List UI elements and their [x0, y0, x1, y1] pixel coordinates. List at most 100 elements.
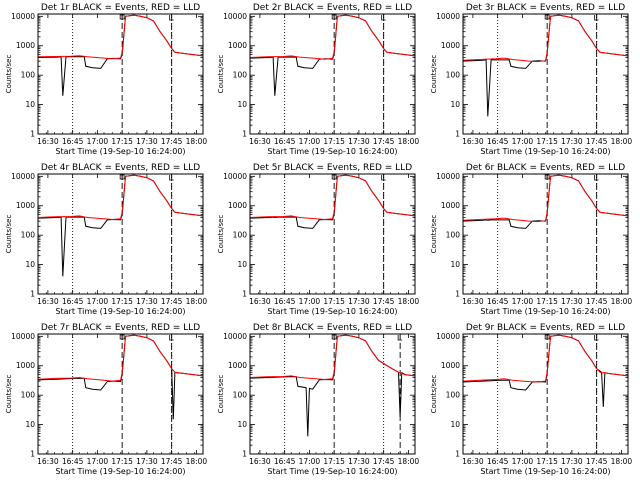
chart-title: Det 2r BLACK = Events, RED = LLD	[253, 3, 412, 13]
series-events-line	[38, 14, 203, 96]
x-tick-label: 18:00	[186, 297, 208, 306]
marker-bracket	[594, 175, 599, 181]
y-tick-label: 10	[450, 100, 460, 109]
series-events-line	[250, 174, 415, 229]
marker-square	[331, 334, 337, 340]
x-axis-label: Start Time (19-Sep-10 16:24:00)	[480, 147, 610, 156]
y-tick-label: 100	[21, 231, 36, 240]
chart-title: Det 6r BLACK = Events, RED = LLD	[466, 163, 625, 173]
x-axis-label: Start Time (19-Sep-10 16:24:00)	[480, 467, 610, 476]
x-axis-label: Start Time (19-Sep-10 16:24:00)	[55, 307, 185, 316]
y-tick-label: 1	[242, 130, 247, 139]
y-tick-label: 100	[446, 71, 461, 80]
series-lld-line	[250, 14, 415, 60]
x-tick-label: 17:15	[323, 137, 345, 146]
x-tick-label: 18:00	[611, 457, 633, 466]
x-tick-label: 18:00	[186, 457, 208, 466]
plot-frame	[249, 333, 416, 455]
series-lld-line	[250, 174, 415, 221]
x-tick-label: 16:30	[462, 457, 484, 466]
marker-bracket	[381, 175, 386, 181]
x-tick-label: 17:45	[161, 297, 183, 306]
x-tick-label: 16:30	[249, 297, 271, 306]
y-tick-label: 10	[25, 420, 35, 429]
x-tick-label: 17:00	[87, 457, 109, 466]
x-axis-label: Start Time (19-Sep-10 16:24:00)	[55, 147, 185, 156]
x-tick-label: 17:30	[561, 137, 583, 146]
y-tick-label: 10	[25, 260, 35, 269]
y-tick-label: 1000	[441, 201, 460, 210]
x-tick-label: 17:45	[161, 457, 183, 466]
y-tick-label: 100	[21, 391, 36, 400]
chart-title: Det 1r BLACK = Events, RED = LLD	[41, 3, 200, 13]
marker-square	[544, 14, 550, 20]
y-tick-label: 1000	[228, 201, 247, 210]
x-tick-label: 17:30	[348, 457, 370, 466]
y-tick-label: 10	[237, 100, 247, 109]
x-tick-label: 16:45	[62, 297, 84, 306]
y-tick-label: 10000	[436, 12, 460, 21]
x-tick-label: 18:00	[398, 137, 420, 146]
x-axis-label: Start Time (19-Sep-10 16:24:00)	[480, 307, 610, 316]
x-tick-label: 16:45	[274, 137, 296, 146]
series-events-line	[250, 14, 415, 96]
y-axis-label: Counts/sec	[217, 55, 225, 94]
y-tick-label: 10	[450, 260, 460, 269]
y-tick-label: 1	[30, 450, 35, 459]
chart-panel-8: Det 8r BLACK = Events, RED = LLD 1 10 100 10…	[217, 323, 419, 476]
chart-title: Det 5r BLACK = Events, RED = LLD	[253, 163, 412, 173]
plot-frame	[462, 173, 629, 295]
marker-bracket	[594, 15, 599, 21]
x-tick-label: 17:30	[348, 137, 370, 146]
y-tick-label: 1000	[16, 361, 35, 370]
x-tick-label: 17:30	[561, 297, 583, 306]
chart-panel-1: Det 1r BLACK = Events, RED = LLD 1 10 100 10…	[5, 3, 207, 156]
chart-panel-5: Det 5r BLACK = Events, RED = LLD 1 10 100 10…	[217, 163, 419, 316]
x-tick-label: 17:00	[512, 457, 534, 466]
x-tick-label: 18:00	[398, 297, 420, 306]
marker-bracket	[169, 15, 174, 21]
marker-bracket	[169, 175, 174, 181]
marker-bracket	[594, 335, 599, 341]
x-tick-label: 17:00	[299, 137, 321, 146]
y-tick-label: 1000	[441, 41, 460, 50]
series-lld-line	[38, 174, 203, 221]
marker-square	[544, 334, 550, 340]
y-tick-label: 100	[233, 71, 248, 80]
marker-bracket	[397, 335, 403, 341]
y-axis-label: Counts/sec	[5, 215, 13, 254]
x-tick-label: 17:30	[136, 297, 158, 306]
x-axis-label: Start Time (19-Sep-10 16:24:00)	[55, 467, 185, 476]
x-axis-label: Start Time (19-Sep-10 16:24:00)	[267, 307, 397, 316]
y-tick-label: 10000	[436, 332, 460, 341]
x-tick-label: 16:30	[37, 457, 59, 466]
x-tick-label: 17:00	[299, 297, 321, 306]
series-lld-line	[463, 14, 628, 63]
x-axis-label: Start Time (19-Sep-10 16:24:00)	[267, 147, 397, 156]
x-tick-label: 16:30	[462, 137, 484, 146]
x-tick-label: 17:15	[111, 457, 133, 466]
series-events-line	[38, 174, 203, 277]
x-tick-label: 17:00	[512, 137, 534, 146]
y-tick-label: 1	[455, 290, 460, 299]
y-tick-label: 10000	[11, 12, 35, 21]
x-tick-label: 16:30	[249, 137, 271, 146]
y-tick-label: 100	[446, 391, 461, 400]
y-tick-label: 10	[237, 260, 247, 269]
y-tick-label: 10000	[223, 12, 247, 21]
y-tick-label: 100	[21, 71, 36, 80]
x-tick-label: 17:15	[536, 297, 558, 306]
chart-panel-2: Det 2r BLACK = Events, RED = LLD 1 10 100 10…	[217, 3, 419, 156]
series-lld-line	[463, 174, 628, 223]
chart-panel-7: Det 7r BLACK = Events, RED = LLD 1 10 100 10…	[5, 323, 207, 476]
series-events-line	[463, 14, 628, 117]
y-axis-label: Counts/sec	[217, 215, 225, 254]
y-axis-label: Counts/sec	[430, 55, 438, 94]
y-tick-label: 1	[30, 290, 35, 299]
x-tick-label: 17:45	[373, 297, 395, 306]
x-tick-label: 16:30	[37, 137, 59, 146]
x-tick-label: 17:15	[536, 137, 558, 146]
x-tick-label: 17:00	[87, 297, 109, 306]
